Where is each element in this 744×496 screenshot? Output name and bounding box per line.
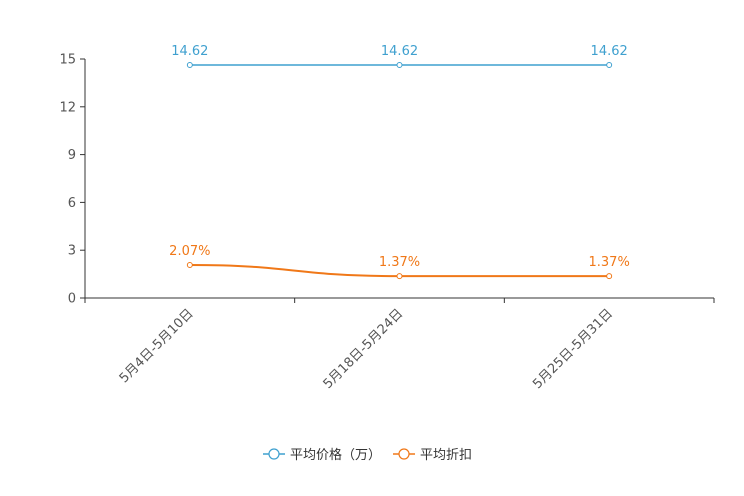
legend: 平均价格（万） 平均折扣 [263, 447, 472, 463]
data-point [396, 273, 403, 280]
series-1: 14.62 14.62 14.62 [171, 44, 628, 69]
legend-marker-icon [268, 448, 280, 460]
x-category-label: 5月18日-5月24日 [321, 306, 407, 392]
legend-item-2: 平均折扣 [393, 448, 472, 463]
legend-marker-icon [398, 448, 410, 460]
data-point [606, 273, 613, 280]
data-label: 14.62 [381, 44, 418, 59]
data-label: 1.37% [379, 255, 420, 270]
y-tick-label: 0 [68, 292, 76, 307]
legend-label: 平均折扣 [420, 448, 472, 463]
data-label: 14.62 [591, 44, 628, 59]
legend-label: 平均价格（万） [290, 447, 381, 463]
y-tick-label: 9 [68, 148, 76, 163]
data-label: 14.62 [171, 44, 208, 59]
y-tick-label: 3 [68, 244, 76, 259]
series-2: 2.07% 1.37% 1.37% [169, 244, 630, 280]
data-point [186, 62, 193, 69]
data-label: 2.07% [169, 244, 210, 259]
series-layer: 14.62 14.62 14.62 2.07% 1.37% 1.37% [169, 44, 630, 280]
data-point [606, 62, 613, 69]
axes: 0 3 6 9 12 15 5月4日-5月10日 5月18日-5月24日 5月25日-5月31日 [59, 53, 715, 392]
y-tick-label: 15 [59, 53, 76, 68]
x-category-label: 5月25日-5月31日 [530, 306, 616, 392]
y-tick-label: 6 [68, 196, 76, 211]
x-category-label: 5月4日-5月10日 [117, 306, 197, 386]
legend-item-1: 平均价格（万） [263, 447, 381, 463]
data-point [396, 62, 403, 69]
data-point [186, 262, 193, 269]
y-tick-label: 12 [59, 100, 76, 115]
data-label: 1.37% [589, 255, 630, 270]
